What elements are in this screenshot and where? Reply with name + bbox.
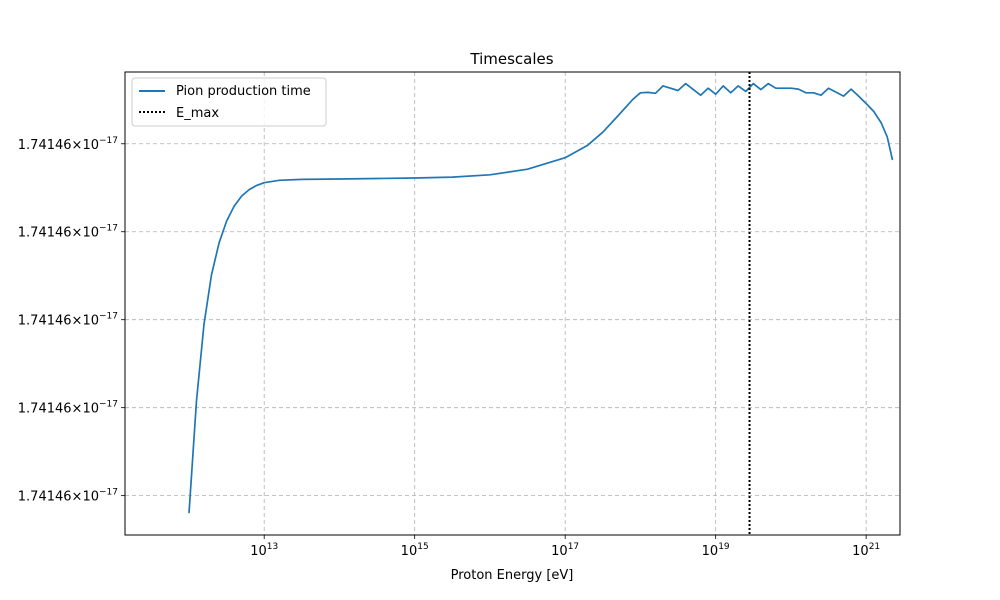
- x-tick-label: 1019: [702, 542, 730, 559]
- y-tick-label: 1.74146×10−17: [18, 488, 118, 505]
- y-tick-label: 1.74146×10−17: [18, 224, 118, 241]
- y-tick-label: 1.74146×10−17: [18, 312, 118, 329]
- series-line-pion-production-time: [188, 82, 894, 514]
- x-axis-ticks: 1013 1015 1017 1019 1021: [250, 535, 880, 559]
- legend-box: [131, 77, 327, 127]
- chart-title: Timescales: [469, 50, 553, 68]
- x-tick-label: 1017: [551, 542, 579, 559]
- x-tick-label: 1013: [250, 542, 278, 559]
- x-tick-label: 1015: [401, 542, 429, 559]
- x-axis-label: Proton Energy [eV]: [451, 568, 574, 583]
- y-tick-label: 1.74146×10−17: [18, 136, 118, 153]
- x-tick-label: 1021: [852, 542, 880, 559]
- legend-label-emax: E_max: [176, 106, 219, 121]
- legend: Pion production time E_max: [131, 77, 327, 127]
- plot-frame: [124, 71, 901, 536]
- grid: [125, 72, 900, 535]
- y-axis-ticks: 1.74146×10−17 1.74146×10−17 1.74146×10−17 1…: [18, 136, 125, 505]
- legend-label-pion: Pion production time: [176, 84, 311, 99]
- series-layer: [188, 72, 894, 535]
- y-tick-label: 1.74146×10−17: [18, 400, 118, 417]
